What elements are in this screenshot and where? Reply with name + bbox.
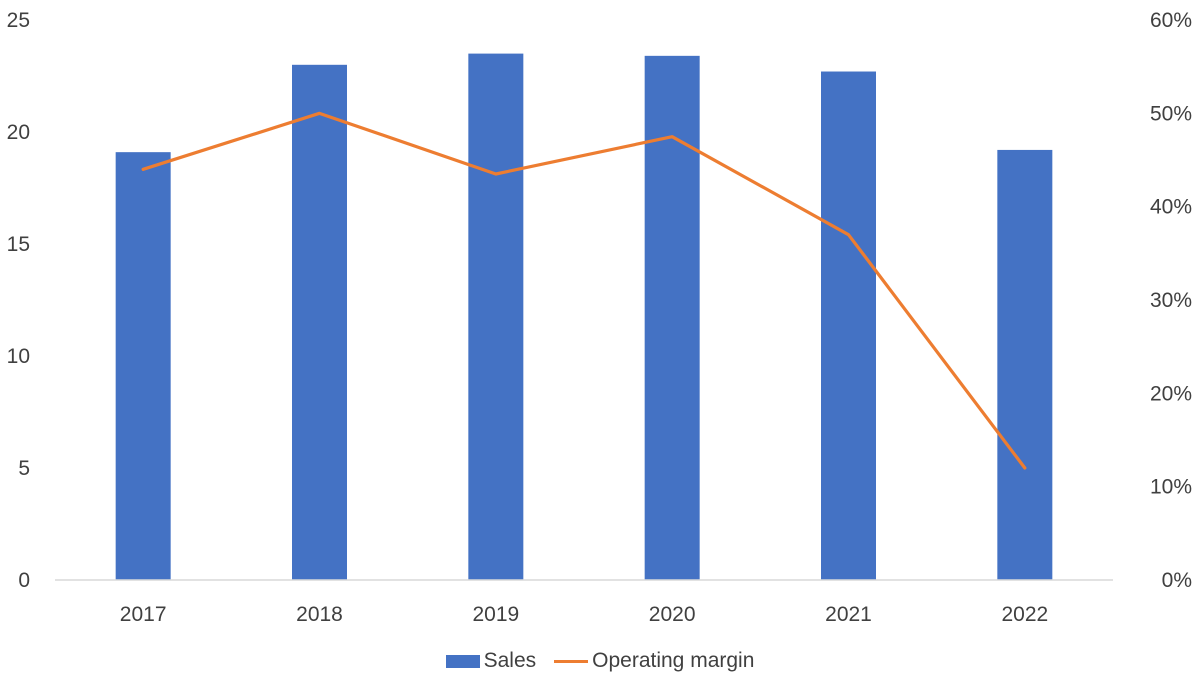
operating-margin-line	[141, 111, 1027, 470]
x-axis-tick-label: 2017	[120, 603, 167, 626]
legend-item-operating-margin[interactable]: Operating margin	[554, 649, 754, 673]
x-axis-tick-label: 2020	[649, 603, 696, 626]
left-axis-tick-label: 0	[18, 569, 30, 592]
right-axis-ticks: 0% 10% 20% 30% 40% 50% 60%	[1150, 9, 1192, 592]
sales-bar-2017	[115, 152, 171, 580]
left-axis-ticks: 0 5 10 15 20 25	[7, 9, 30, 592]
left-axis-tick-label: 25	[7, 9, 30, 32]
sales-bar-2019	[468, 53, 524, 581]
right-axis-tick-label: 30%	[1150, 289, 1192, 312]
x-axis-ticks: 2017 2018 2019 2020 2021 2022	[120, 603, 1048, 626]
right-axis-tick-label: 10%	[1150, 476, 1192, 499]
sales-bars	[115, 53, 1053, 581]
right-axis-tick-label: 40%	[1150, 196, 1192, 219]
legend-item-sales[interactable]: Sales	[445, 649, 537, 673]
left-axis-tick-label: 15	[7, 233, 30, 256]
legend: Sales Operating margin	[0, 646, 1200, 676]
left-axis-tick-label: 5	[18, 457, 30, 480]
sales-bar-2020	[644, 55, 700, 580]
legend-label-sales: Sales	[483, 649, 537, 672]
x-axis-tick-label: 2021	[825, 603, 872, 626]
x-axis-tick-label: 2022	[1001, 603, 1048, 626]
legend-swatch-sales	[445, 654, 480, 668]
right-axis-tick-label: 0%	[1162, 569, 1192, 592]
x-axis-tick-label: 2019	[472, 603, 519, 626]
sales-bar-2022	[997, 149, 1053, 581]
left-axis-tick-label: 20	[7, 121, 30, 144]
sales-bar-2018	[292, 64, 347, 581]
sales-bar-2021	[821, 71, 876, 581]
right-axis-tick-label: 20%	[1150, 382, 1192, 405]
legend-swatch-operating-margin	[554, 659, 589, 663]
legend-label-operating-margin: Operating margin	[592, 649, 755, 672]
right-axis-tick-label: 50%	[1150, 102, 1192, 125]
left-axis-tick-label: 10	[7, 345, 30, 368]
right-axis-tick-label: 60%	[1150, 9, 1192, 32]
x-axis-tick-label: 2018	[296, 603, 343, 626]
